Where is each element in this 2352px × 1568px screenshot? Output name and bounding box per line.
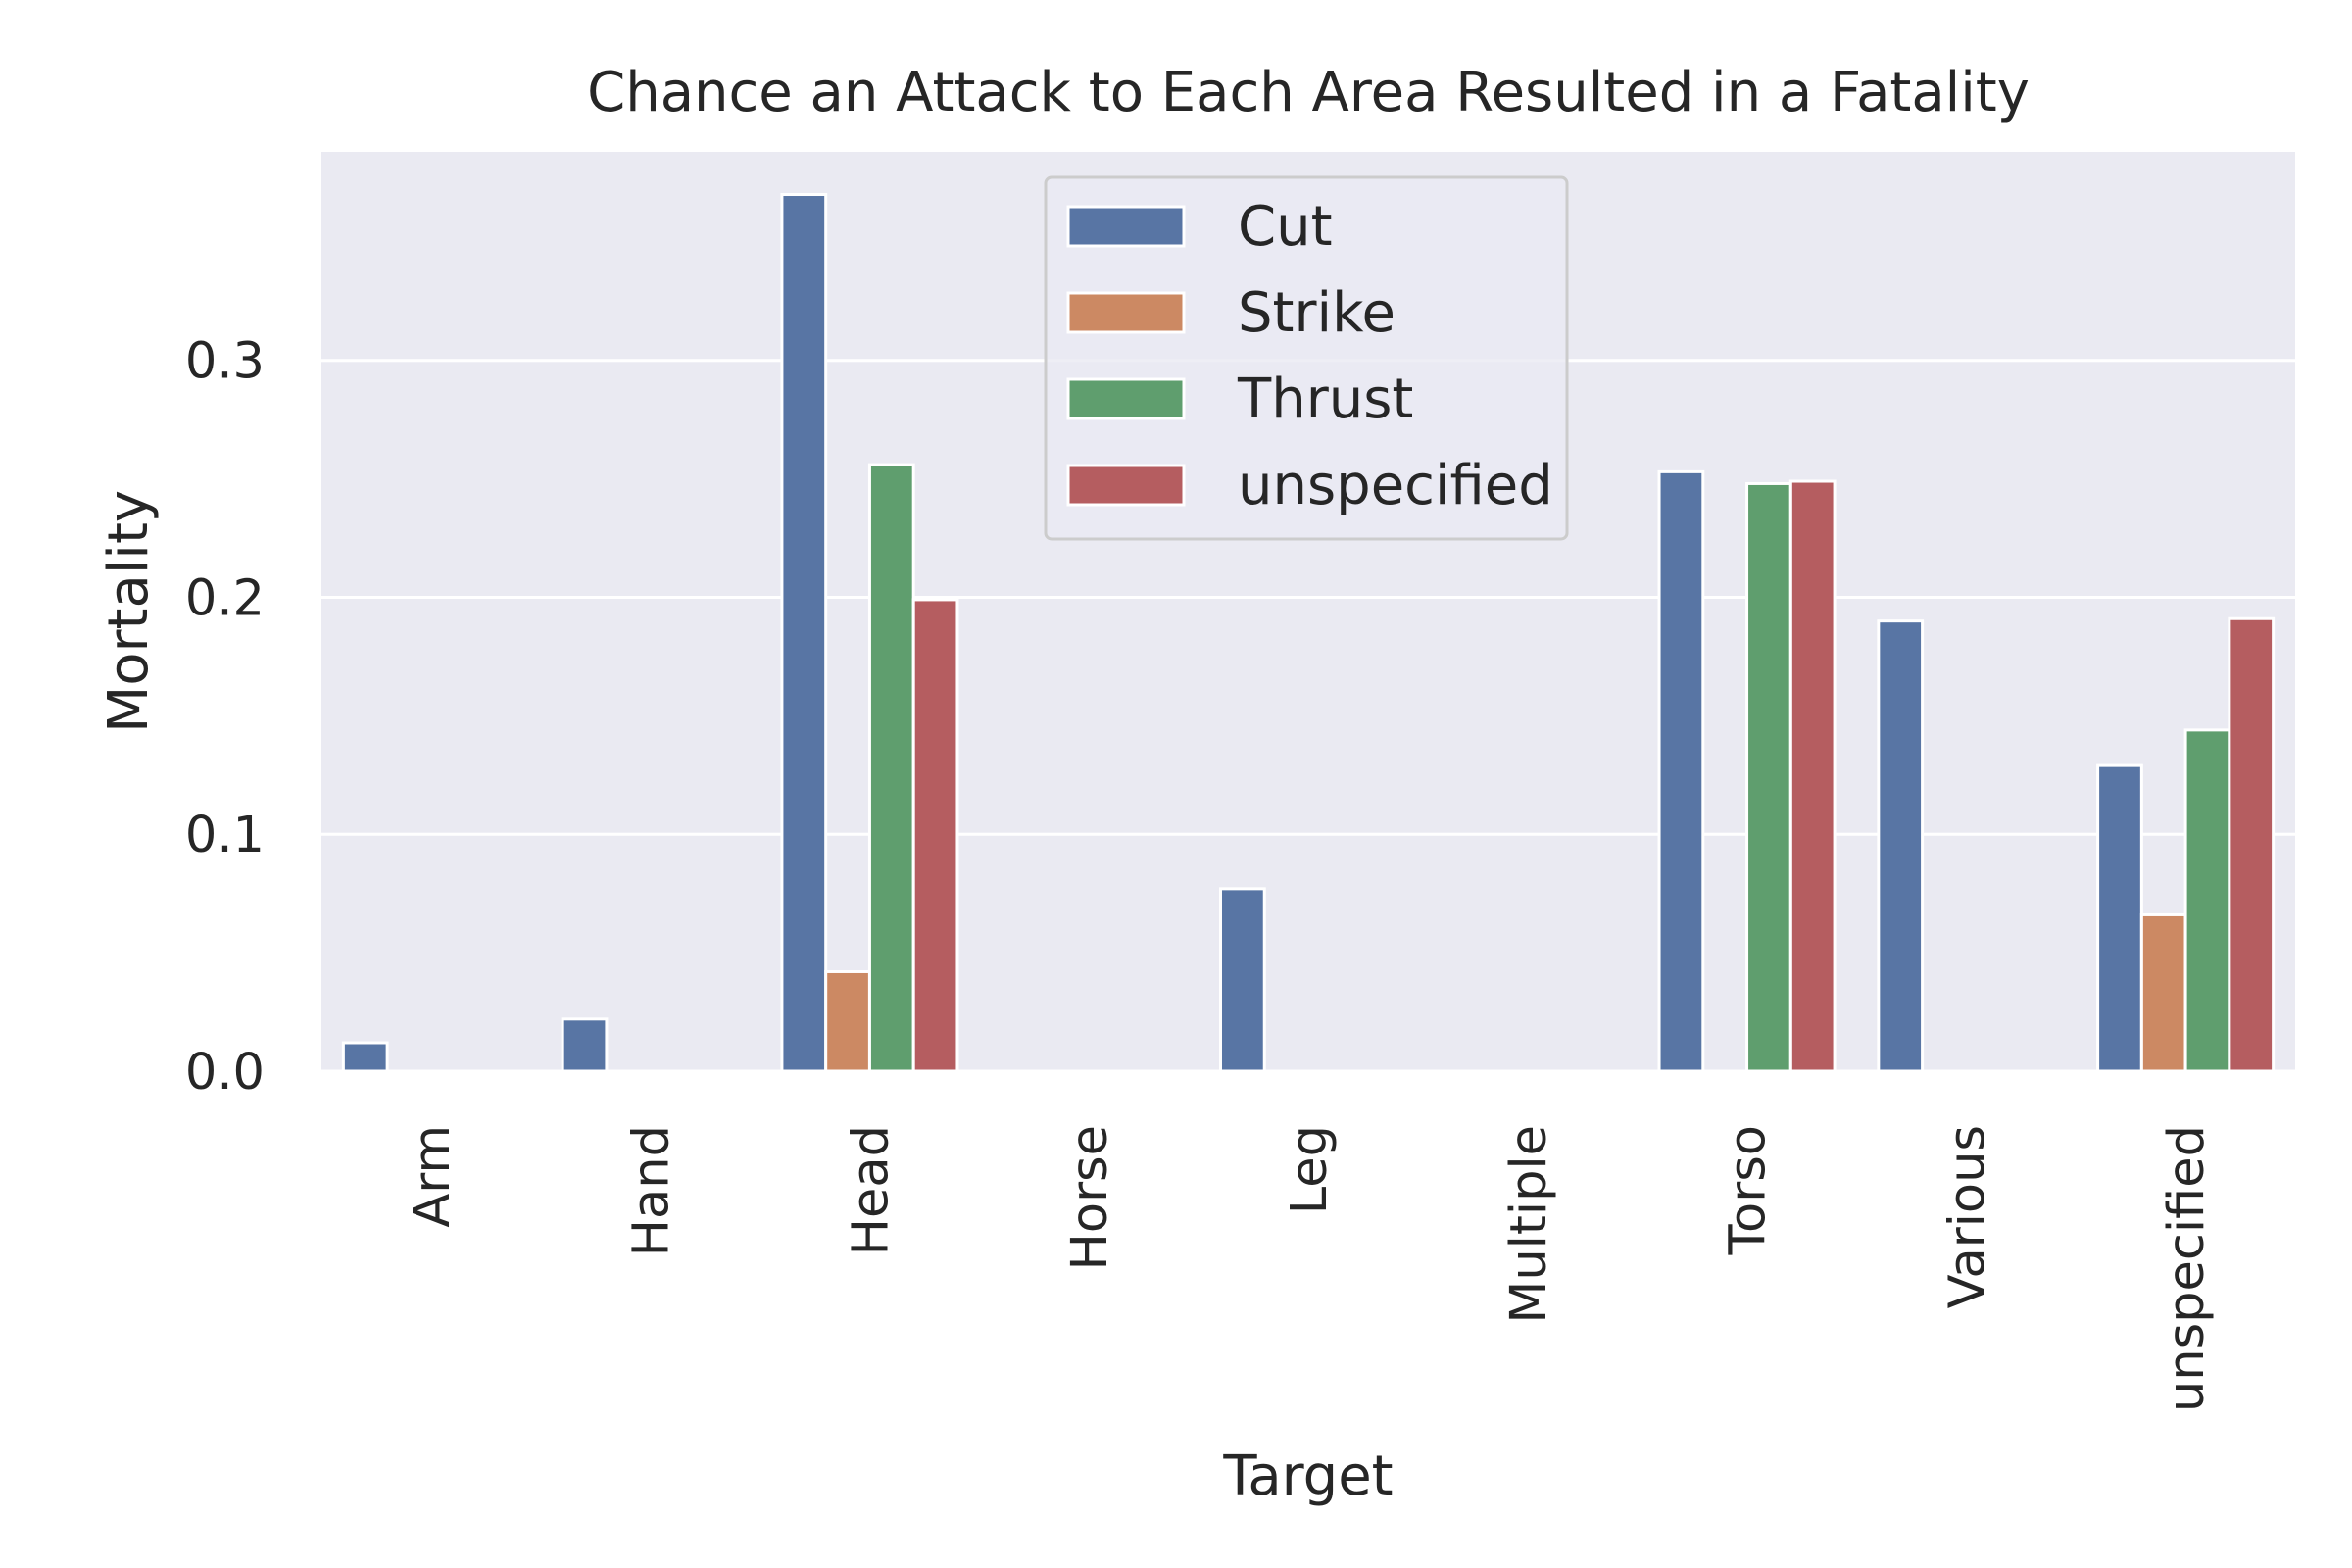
- legend-label: Cut: [1238, 195, 1333, 259]
- bar-thrust-torso: [1745, 481, 1792, 1073]
- y-axis-label: Mortality: [97, 490, 161, 733]
- bar-thrust-unspecified: [2183, 728, 2231, 1073]
- bar-cut-hand: [561, 1017, 609, 1073]
- x-axis-label: Target: [1222, 1445, 1393, 1508]
- bar-cut-arm: [341, 1041, 389, 1073]
- x-tick-label: Leg: [1281, 1125, 1339, 1214]
- legend-box: [1044, 175, 1569, 541]
- x-tick-label: Torso: [1720, 1125, 1778, 1255]
- bar-thrust-head: [867, 463, 915, 1073]
- legend-label: Strike: [1238, 281, 1396, 345]
- y-tick-label: 0.0: [185, 1044, 265, 1102]
- bar-cut-various: [1877, 619, 1925, 1073]
- bar-cut-head: [780, 193, 828, 1073]
- y-tick-labels: 0.0 0.1 0.2 0.3: [185, 333, 265, 1102]
- x-tick-label: Hand: [623, 1125, 681, 1256]
- x-tick-label: Horse: [1061, 1125, 1119, 1270]
- y-tick-label: 0.2: [185, 569, 265, 627]
- bar-cut-unspecified: [2096, 763, 2143, 1073]
- x-tick-labels: Arm Hand Head Horse Leg Multiple Torso Various u…: [404, 1125, 2216, 1412]
- y-tick-label: 0.3: [185, 333, 265, 391]
- bars: [341, 193, 2276, 1073]
- legend: Cut Strike Thrust unspecified: [1044, 175, 1569, 541]
- legend-label: Thrust: [1237, 368, 1413, 431]
- x-tick-label: unspecified: [2158, 1125, 2216, 1412]
- legend-swatch: [1066, 377, 1186, 420]
- chart-title: Chance an Attack to Each Area Resulted i…: [587, 61, 2030, 124]
- y-tick-label: 0.1: [185, 807, 265, 864]
- bar-strike-head: [824, 969, 871, 1073]
- bar-unspecified-head: [911, 598, 959, 1073]
- bar-unspecified-unspecified: [2228, 616, 2276, 1073]
- x-tick-label: Arm: [404, 1125, 462, 1228]
- x-tick-label: Head: [842, 1125, 900, 1255]
- legend-swatch: [1066, 291, 1186, 334]
- bar-unspecified-torso: [1788, 479, 1837, 1073]
- bar-cut-torso: [1657, 469, 1705, 1073]
- bar-cut-leg: [1218, 887, 1266, 1073]
- bar-strike-unspecified: [2139, 912, 2187, 1073]
- x-tick-label: Multiple: [1500, 1125, 1558, 1324]
- legend-swatch: [1066, 464, 1186, 507]
- x-tick-label: Various: [1938, 1125, 1996, 1308]
- legend-swatch: [1066, 205, 1186, 248]
- legend-label: unspecified: [1238, 454, 1553, 517]
